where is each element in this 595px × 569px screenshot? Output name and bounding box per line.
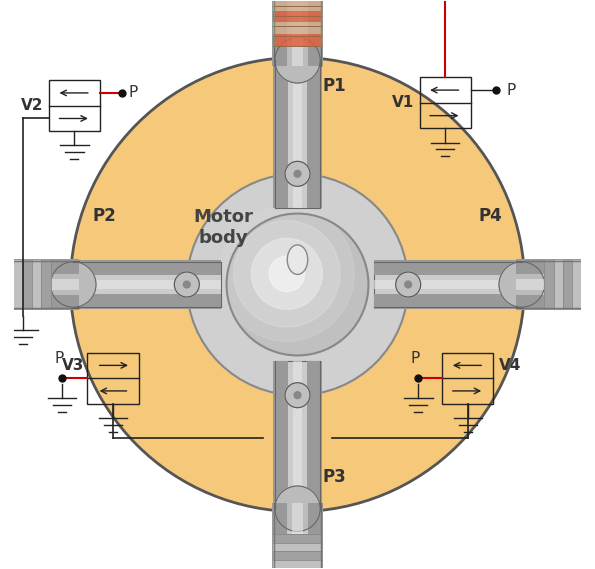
Polygon shape (73, 260, 221, 275)
Bar (87, 353, 139, 403)
Circle shape (227, 213, 368, 356)
Polygon shape (273, 0, 322, 11)
Circle shape (174, 272, 199, 297)
Polygon shape (516, 279, 595, 290)
Ellipse shape (287, 245, 308, 274)
Polygon shape (273, 543, 322, 551)
Polygon shape (273, 568, 322, 569)
Polygon shape (23, 260, 32, 309)
Text: Motor
body: Motor body (194, 208, 253, 247)
Circle shape (183, 281, 190, 288)
Polygon shape (308, 0, 323, 66)
Polygon shape (308, 503, 323, 569)
Text: P1: P1 (322, 77, 346, 95)
Polygon shape (544, 260, 554, 309)
Polygon shape (516, 295, 595, 310)
Bar (419, 77, 471, 129)
Circle shape (396, 272, 421, 297)
Circle shape (586, 261, 595, 308)
Polygon shape (274, 0, 321, 66)
Circle shape (51, 262, 96, 307)
Text: V4: V4 (499, 358, 521, 373)
Polygon shape (516, 259, 595, 274)
Polygon shape (273, 560, 322, 568)
Polygon shape (0, 260, 4, 309)
Polygon shape (554, 260, 563, 309)
Polygon shape (374, 279, 522, 290)
Polygon shape (32, 260, 41, 309)
Text: V2: V2 (21, 98, 43, 113)
Polygon shape (293, 361, 302, 509)
Polygon shape (273, 551, 322, 560)
Polygon shape (591, 260, 595, 309)
Polygon shape (0, 279, 79, 290)
Polygon shape (307, 60, 322, 208)
Circle shape (269, 256, 305, 291)
Polygon shape (374, 294, 522, 309)
Polygon shape (272, 503, 287, 569)
Polygon shape (275, 361, 320, 509)
Text: P: P (506, 83, 516, 98)
Polygon shape (274, 503, 321, 569)
Polygon shape (374, 262, 522, 307)
Bar (442, 353, 493, 403)
Circle shape (70, 57, 525, 512)
Polygon shape (516, 261, 595, 308)
Text: V1: V1 (392, 96, 414, 110)
Circle shape (294, 392, 301, 399)
Circle shape (234, 221, 340, 327)
Circle shape (187, 174, 408, 395)
Circle shape (275, 38, 320, 83)
Circle shape (499, 262, 544, 307)
Text: P: P (129, 85, 137, 101)
Polygon shape (4, 260, 13, 309)
Polygon shape (73, 279, 221, 290)
Polygon shape (275, 60, 320, 208)
Text: V3: V3 (62, 358, 84, 373)
Polygon shape (572, 260, 582, 309)
Polygon shape (374, 260, 522, 275)
Polygon shape (13, 260, 23, 309)
Circle shape (0, 261, 9, 308)
Circle shape (220, 207, 354, 341)
Polygon shape (273, 534, 322, 543)
Circle shape (285, 383, 310, 407)
Polygon shape (292, 0, 303, 66)
Polygon shape (307, 361, 322, 509)
Polygon shape (0, 261, 79, 308)
Circle shape (275, 486, 320, 531)
Text: P3: P3 (322, 468, 346, 486)
Polygon shape (0, 259, 79, 274)
Polygon shape (273, 60, 288, 208)
Polygon shape (73, 262, 221, 307)
Polygon shape (73, 294, 221, 309)
Polygon shape (563, 260, 572, 309)
Text: P4: P4 (478, 207, 502, 225)
Polygon shape (272, 0, 287, 66)
Polygon shape (273, 11, 322, 22)
Bar (49, 80, 100, 131)
Circle shape (251, 238, 322, 310)
Polygon shape (582, 260, 591, 309)
Circle shape (294, 170, 301, 177)
Polygon shape (292, 503, 303, 569)
Polygon shape (0, 295, 79, 310)
Polygon shape (273, 34, 322, 46)
Polygon shape (41, 260, 51, 309)
Polygon shape (273, 361, 288, 509)
Text: P2: P2 (93, 207, 117, 225)
Polygon shape (293, 60, 302, 208)
Polygon shape (273, 22, 322, 34)
Circle shape (285, 162, 310, 186)
Text: P: P (55, 351, 64, 366)
Text: P: P (411, 351, 420, 366)
Circle shape (405, 281, 412, 288)
